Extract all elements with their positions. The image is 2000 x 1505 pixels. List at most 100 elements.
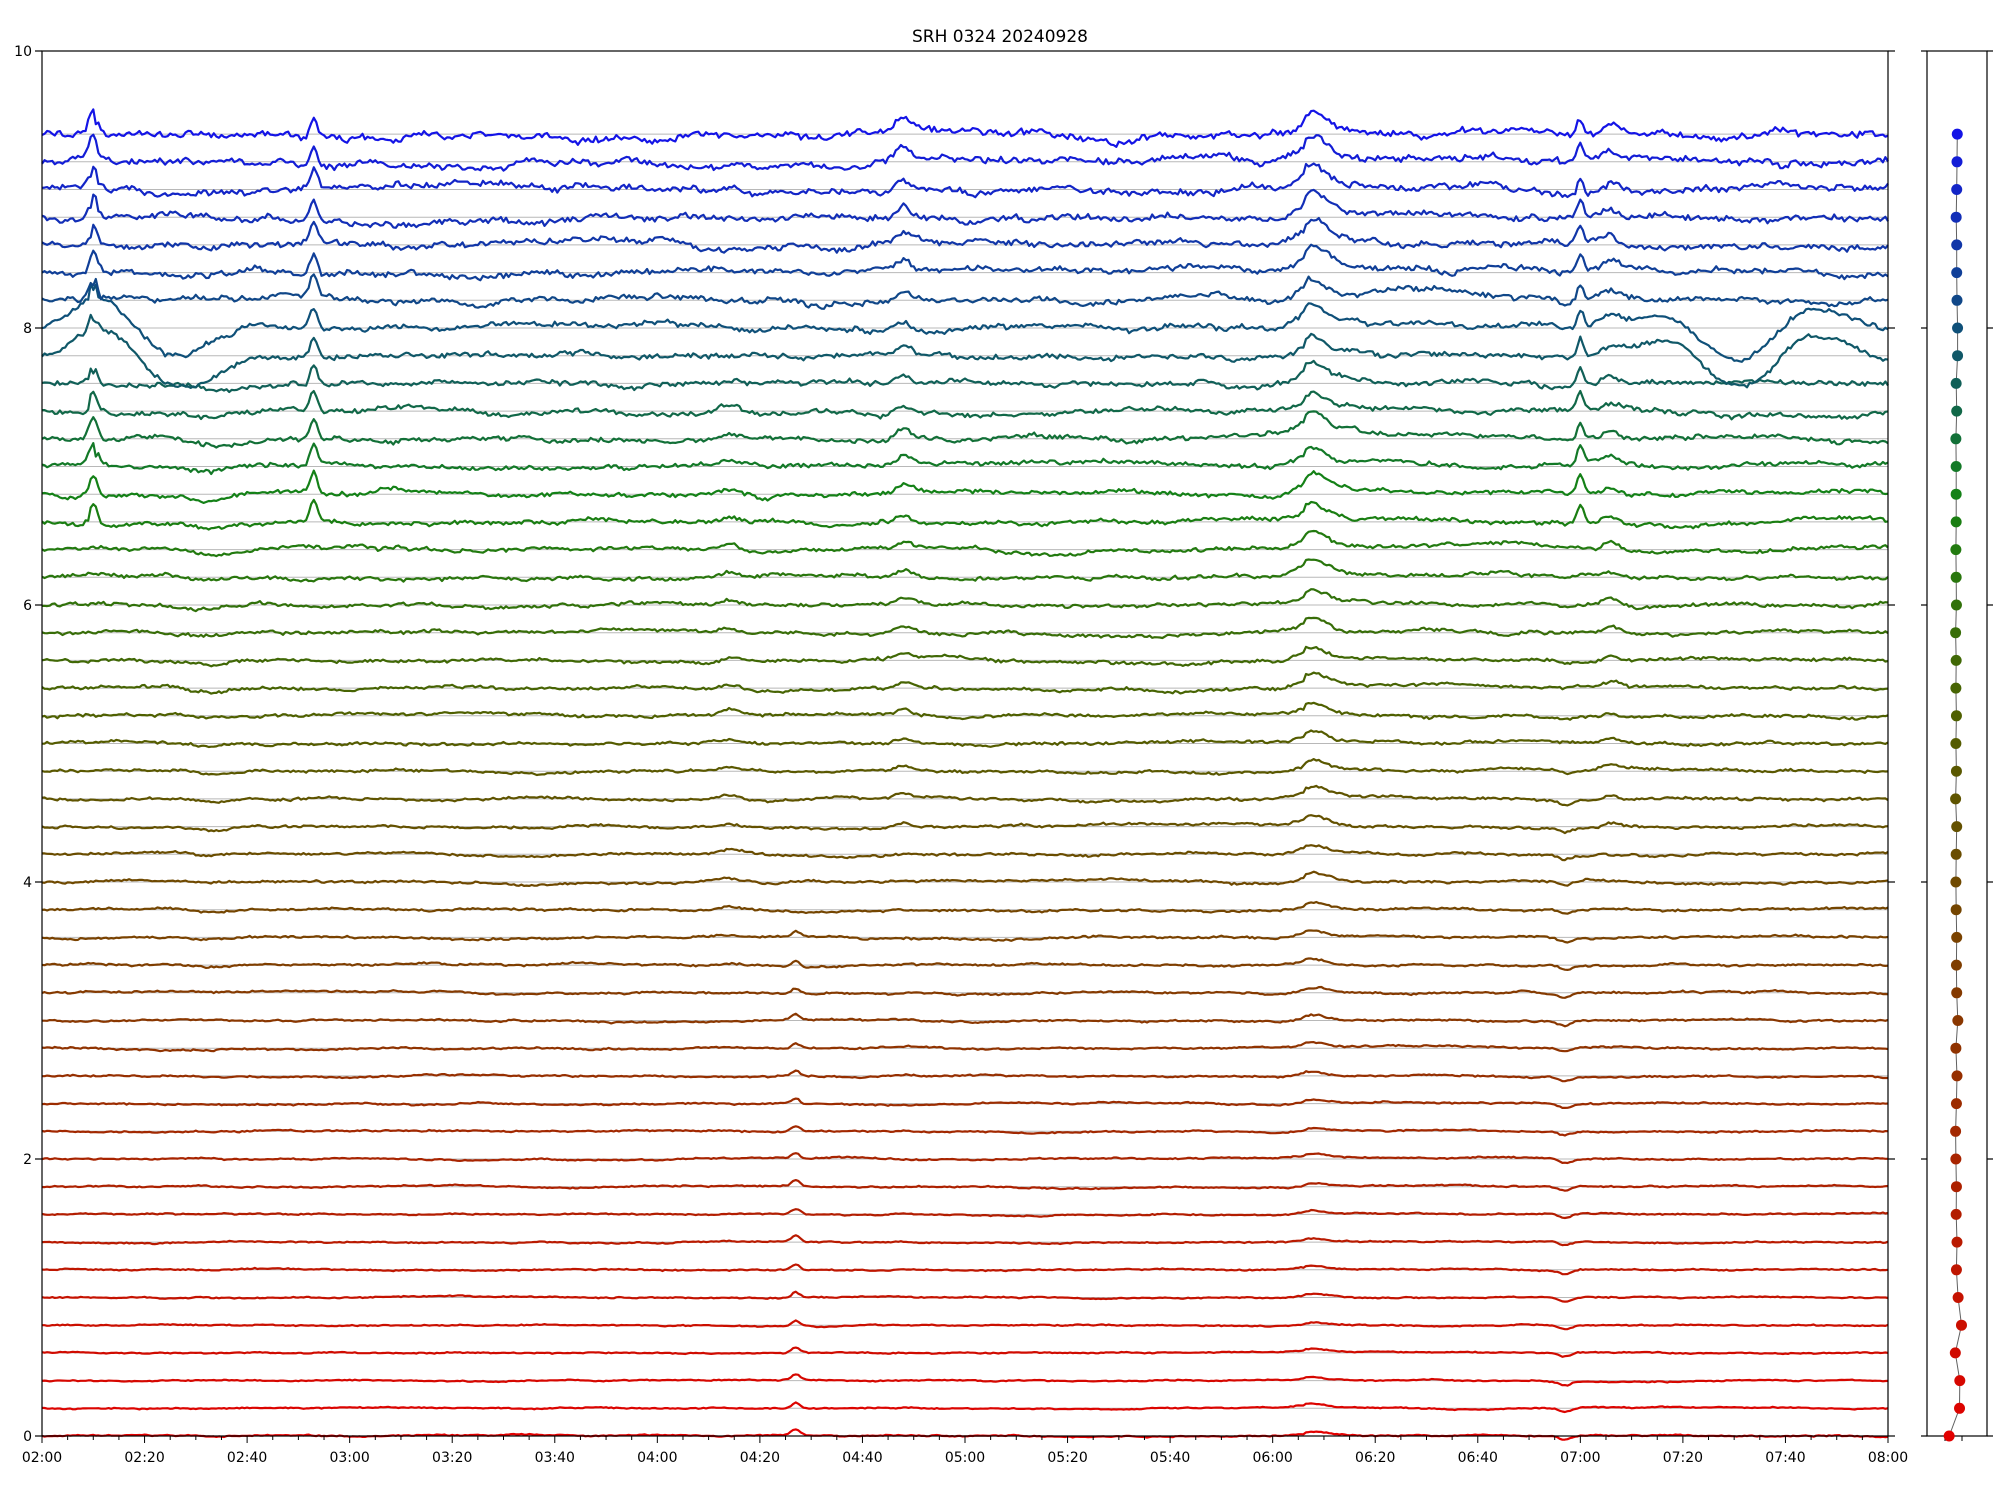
side-marker-14: [1950, 1042, 1962, 1054]
side-marker-6: [1950, 1264, 1962, 1276]
x-tick-label: 06:40: [1458, 1450, 1498, 1466]
side-marker-4: [1955, 1319, 1967, 1331]
trace-9: [41, 1179, 1889, 1192]
side-marker-9: [1950, 1181, 1962, 1193]
side-marker-33: [1950, 516, 1962, 528]
trace-37: [42, 389, 1889, 421]
side-marker-2: [1954, 1375, 1966, 1387]
side-marker-29: [1950, 627, 1962, 639]
x-tick-label: 02:40: [227, 1450, 267, 1466]
side-marker-5: [1952, 1292, 1964, 1303]
trace-24: [41, 758, 1889, 777]
side-marker-10: [1950, 1153, 1962, 1165]
x-tick-label: 07:00: [1560, 1450, 1600, 1466]
x-tick-label: 05:20: [1047, 1450, 1087, 1466]
x-tick-label: 06:20: [1355, 1450, 1395, 1466]
trace-35: [41, 442, 1889, 476]
x-tick-label: 02:00: [22, 1450, 62, 1466]
trace-31: [41, 558, 1889, 583]
trace-29: [41, 616, 1889, 640]
side-marker-18: [1951, 931, 1963, 943]
side-marker-27: [1950, 682, 1962, 694]
trace-32: [41, 529, 1889, 558]
side-marker-42: [1951, 267, 1963, 279]
x-tick-label: 04:40: [842, 1450, 882, 1466]
side-panel-markers: [1943, 128, 1967, 1442]
trace-18: [41, 929, 1889, 944]
side-marker-28: [1950, 654, 1962, 666]
trace-10: [41, 1152, 1888, 1165]
x-tick-label: 04:00: [637, 1450, 677, 1466]
side-marker-30: [1950, 599, 1962, 611]
side-marker-32: [1950, 544, 1962, 556]
trace-46: [41, 133, 1889, 172]
trace-8: [41, 1208, 1889, 1220]
trace-25: [41, 729, 1889, 749]
chart-title: SRH 0324 20240928: [912, 27, 1088, 47]
side-marker-25: [1950, 738, 1962, 749]
side-marker-20: [1950, 876, 1962, 888]
y-tick-label: 4: [23, 875, 32, 891]
side-marker-26: [1950, 710, 1962, 722]
side-marker-24: [1950, 765, 1962, 777]
trace-38: [41, 359, 1889, 394]
side-marker-47: [1951, 128, 1963, 140]
trace-44: [41, 188, 1889, 229]
side-marker-40: [1952, 322, 1964, 334]
side-panel-ticks: [1921, 50, 1993, 1441]
trace-47: [41, 108, 1889, 148]
side-marker-37: [1951, 405, 1963, 417]
trace-26: [41, 701, 1889, 721]
side-marker-19: [1950, 904, 1962, 916]
x-tick-label: 03:00: [329, 1450, 369, 1466]
trace-5: [41, 1290, 1889, 1303]
side-marker-16: [1951, 987, 1963, 999]
side-marker-13: [1951, 1070, 1963, 1082]
x-tick-label: 06:00: [1252, 1450, 1292, 1466]
side-marker-7: [1951, 1236, 1963, 1248]
y-tick-label: 2: [23, 1152, 32, 1168]
trace-45: [41, 162, 1889, 199]
trace-30: [41, 588, 1889, 613]
side-marker-41: [1951, 294, 1963, 306]
trace-16: [41, 985, 1889, 999]
x-tick-label: 02:20: [124, 1450, 164, 1466]
side-marker-23: [1950, 793, 1962, 805]
y-tick-label: 8: [23, 321, 32, 337]
trace-6: [41, 1263, 1889, 1276]
trace-23: [41, 784, 1889, 807]
side-marker-46: [1951, 156, 1963, 168]
side-marker-17: [1950, 959, 1962, 971]
x-tick-label: 03:20: [432, 1450, 472, 1466]
side-panel-frame: [1926, 50, 1988, 1437]
side-marker-35: [1950, 461, 1962, 472]
y-tick-label: 10: [14, 44, 32, 60]
side-marker-0: [1943, 1430, 1955, 1442]
trace-27: [41, 671, 1889, 695]
trace-42: [41, 243, 1889, 282]
trace-43: [41, 217, 1889, 254]
trace-33: [41, 498, 1889, 531]
side-marker-43: [1951, 239, 1963, 251]
trace-14: [41, 1041, 1889, 1053]
side-marker-22: [1951, 821, 1963, 833]
side-marker-1: [1954, 1402, 1966, 1414]
trace-22: [41, 814, 1889, 835]
side-marker-45: [1951, 184, 1963, 195]
side-marker-34: [1950, 488, 1962, 500]
trace-4: [42, 1319, 1889, 1331]
y-tick-label: 6: [23, 598, 32, 614]
side-marker-21: [1950, 848, 1962, 860]
trace-11: [41, 1125, 1889, 1137]
trace-12: [41, 1097, 1889, 1109]
x-tick-label: 07:40: [1765, 1450, 1805, 1466]
trace-series-group: [41, 108, 1889, 1441]
trace-39: [41, 313, 1889, 389]
x-tick-label: 04:20: [740, 1450, 780, 1466]
side-marker-12: [1950, 1098, 1962, 1110]
trace-28: [41, 645, 1889, 668]
x-tick-label: 03:40: [535, 1450, 575, 1466]
side-marker-36: [1950, 433, 1962, 445]
